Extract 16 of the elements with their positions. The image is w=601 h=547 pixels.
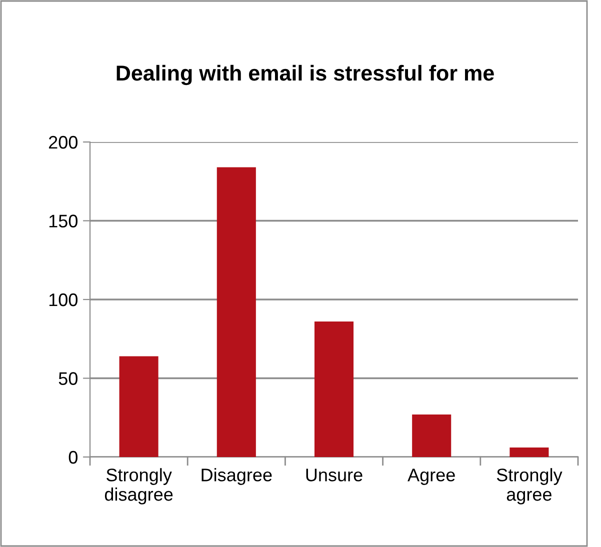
x-tick-label: Strongly disagree: [104, 468, 173, 504]
y-tick-label: 150: [49, 214, 78, 228]
x-tick-label: Strongly agree: [496, 468, 562, 504]
bar: [510, 448, 549, 457]
y-tick-label: 200: [48, 136, 78, 149]
bar: [412, 414, 452, 457]
y-tick-label: 50: [58, 372, 78, 385]
y-tick-label: 100: [49, 293, 78, 306]
bar: [314, 322, 354, 457]
chart-title: Dealing with email is stressful for me: [116, 64, 494, 86]
x-tick-label: Unsure: [306, 468, 362, 482]
x-tick-label: Agree: [408, 468, 455, 485]
x-tick-label: Disagree: [202, 468, 272, 485]
bar: [216, 167, 256, 457]
y-tick-label: 0: [68, 450, 78, 464]
bar: [119, 356, 158, 457]
